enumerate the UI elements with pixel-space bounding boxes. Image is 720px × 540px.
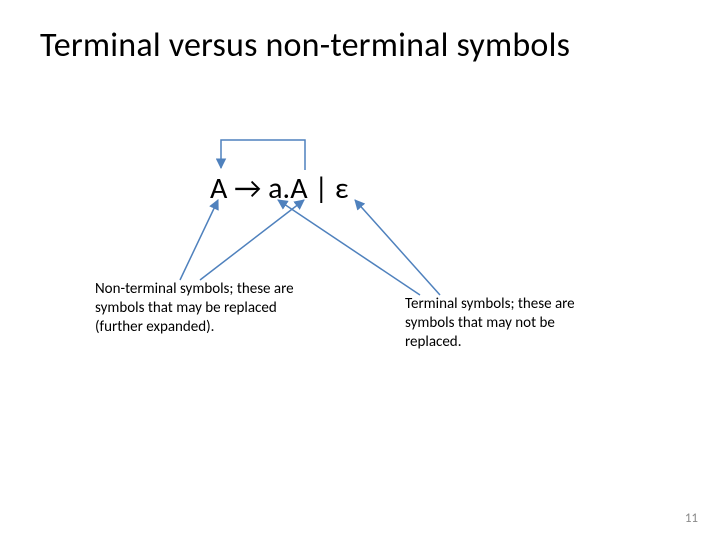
arrow-recursion: [221, 140, 305, 170]
annotation-terminal: Terminal symbols; these are symbols that…: [405, 295, 605, 351]
page-number: 11: [685, 511, 698, 526]
arrow-to-first-A: [180, 200, 218, 280]
grammar-rule: A → a.A | ε: [210, 170, 349, 207]
annotation-nonterminal: Non-terminal symbols; these are symbols …: [95, 280, 300, 336]
slide-title: Terminal versus non-terminal symbols: [40, 25, 570, 66]
arrow-overlay: [0, 0, 720, 540]
arrow-to-second-A: [200, 200, 304, 280]
arrow-to-epsilon: [355, 200, 440, 295]
